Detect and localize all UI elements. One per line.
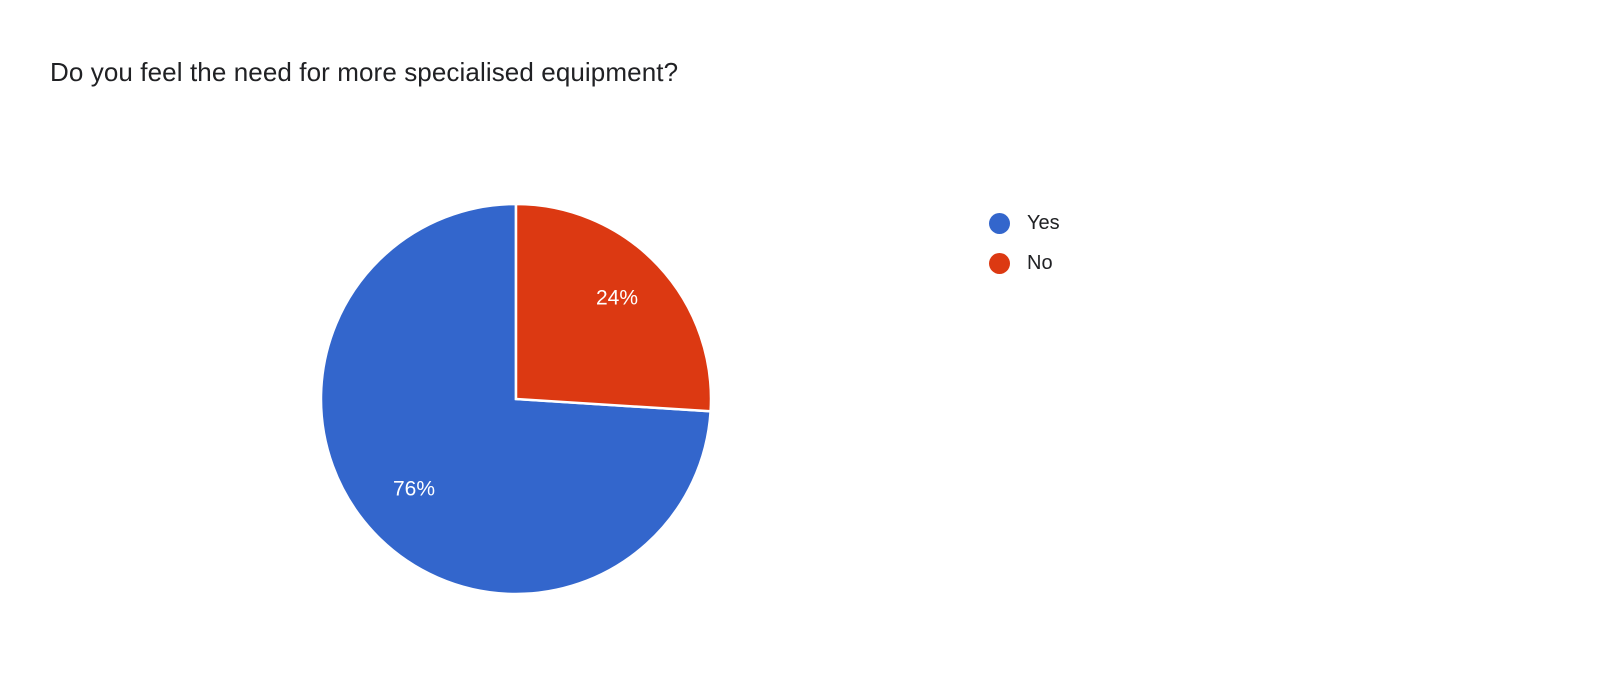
- legend-swatch-yes-icon: [989, 212, 1010, 234]
- legend-item-no[interactable]: No: [989, 243, 1249, 283]
- pie-slice-no[interactable]: [514, 202, 713, 413]
- pie-svg: 76% 24%: [319, 202, 713, 596]
- legend-label-yes: Yes: [1027, 212, 1060, 234]
- legend-item-yes[interactable]: Yes: [989, 203, 1249, 243]
- chart-title: Do you feel the need for more specialise…: [50, 57, 679, 87]
- pie-slice-label-no: 24%: [596, 287, 638, 310]
- pie-plot-area: 76% 24%: [300, 185, 740, 615]
- chart-legend: Yes No: [989, 203, 1249, 283]
- legend-swatch-no-icon: [989, 252, 1010, 274]
- pie-slice-label-yes: 76%: [393, 478, 435, 501]
- legend-label-no: No: [1027, 252, 1053, 274]
